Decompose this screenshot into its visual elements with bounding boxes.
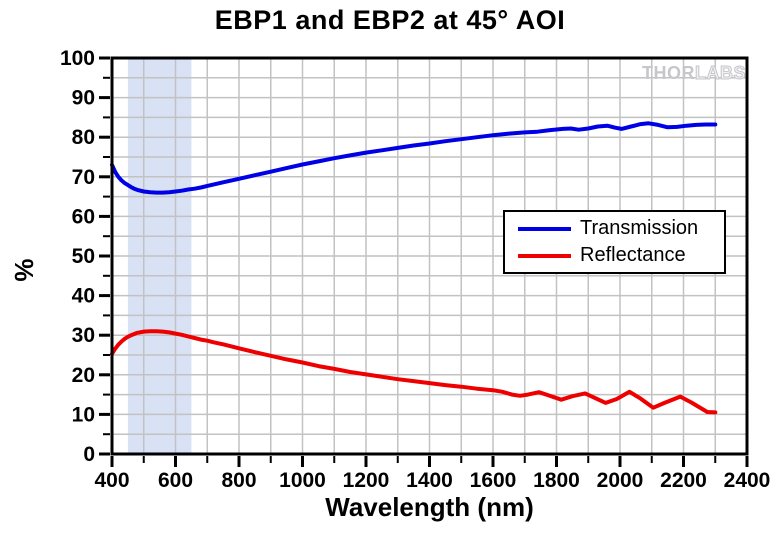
reflectance-line-sample (518, 253, 571, 258)
x-axis-tick-label: 400 (94, 469, 129, 492)
y-axis-tick-label: 100 (60, 47, 95, 70)
x-axis-tick-label: 1800 (533, 469, 580, 492)
x-axis-tick-label: 2200 (660, 469, 707, 492)
x-axis-tick-label: 800 (221, 469, 256, 492)
thorlabs-watermark-labs: LABS (695, 63, 747, 84)
legend-label-transmission: Transmission (580, 217, 699, 239)
x-axis-label: Wavelength (nm) (325, 492, 534, 522)
transmission-line-sample (518, 226, 571, 231)
y-axis-label: % (9, 258, 39, 282)
y-axis-tick-label: 0 (83, 443, 95, 466)
thorlabs-watermark-thor: THOR (642, 63, 695, 83)
y-axis-tick-label: 70 (72, 166, 95, 189)
legend-box: Transmission Reflectance (503, 210, 726, 274)
x-axis-tick-label: 1200 (343, 469, 390, 492)
y-axis-tick-label: 80 (72, 126, 95, 149)
x-axis-tick-label: 1600 (470, 469, 517, 492)
y-axis-tick-label: 90 (72, 87, 95, 110)
y-axis-tick-label: 10 (72, 403, 95, 426)
plot-frame (110, 56, 749, 456)
chart-title: EBP1 and EBP2 at 45° AOI (214, 5, 566, 35)
x-axis-tick-label: 2000 (597, 469, 644, 492)
x-axis-tick-label: 600 (158, 469, 193, 492)
legend-label-reflectance: Reflectance (580, 244, 686, 266)
y-axis-tick-label: 50 (72, 245, 95, 268)
y-axis-tick-label: 60 (72, 205, 95, 228)
y-axis-tick-label: 20 (72, 364, 95, 387)
legend-entry-reflectance: Reflectance (505, 242, 724, 269)
legend-entry-transmission: Transmission (505, 215, 724, 242)
y-axis-tick-label: 40 (72, 285, 95, 308)
x-axis-tick-label: 1400 (406, 469, 453, 492)
x-axis-tick-label: 2400 (724, 469, 771, 492)
curve-transmission (110, 121, 718, 195)
y-axis-tick-label: 30 (72, 324, 95, 347)
x-axis-tick-label: 1000 (279, 469, 326, 492)
curve-reflectance (110, 329, 718, 415)
thorlabs-watermark: THORLABS (642, 63, 746, 84)
